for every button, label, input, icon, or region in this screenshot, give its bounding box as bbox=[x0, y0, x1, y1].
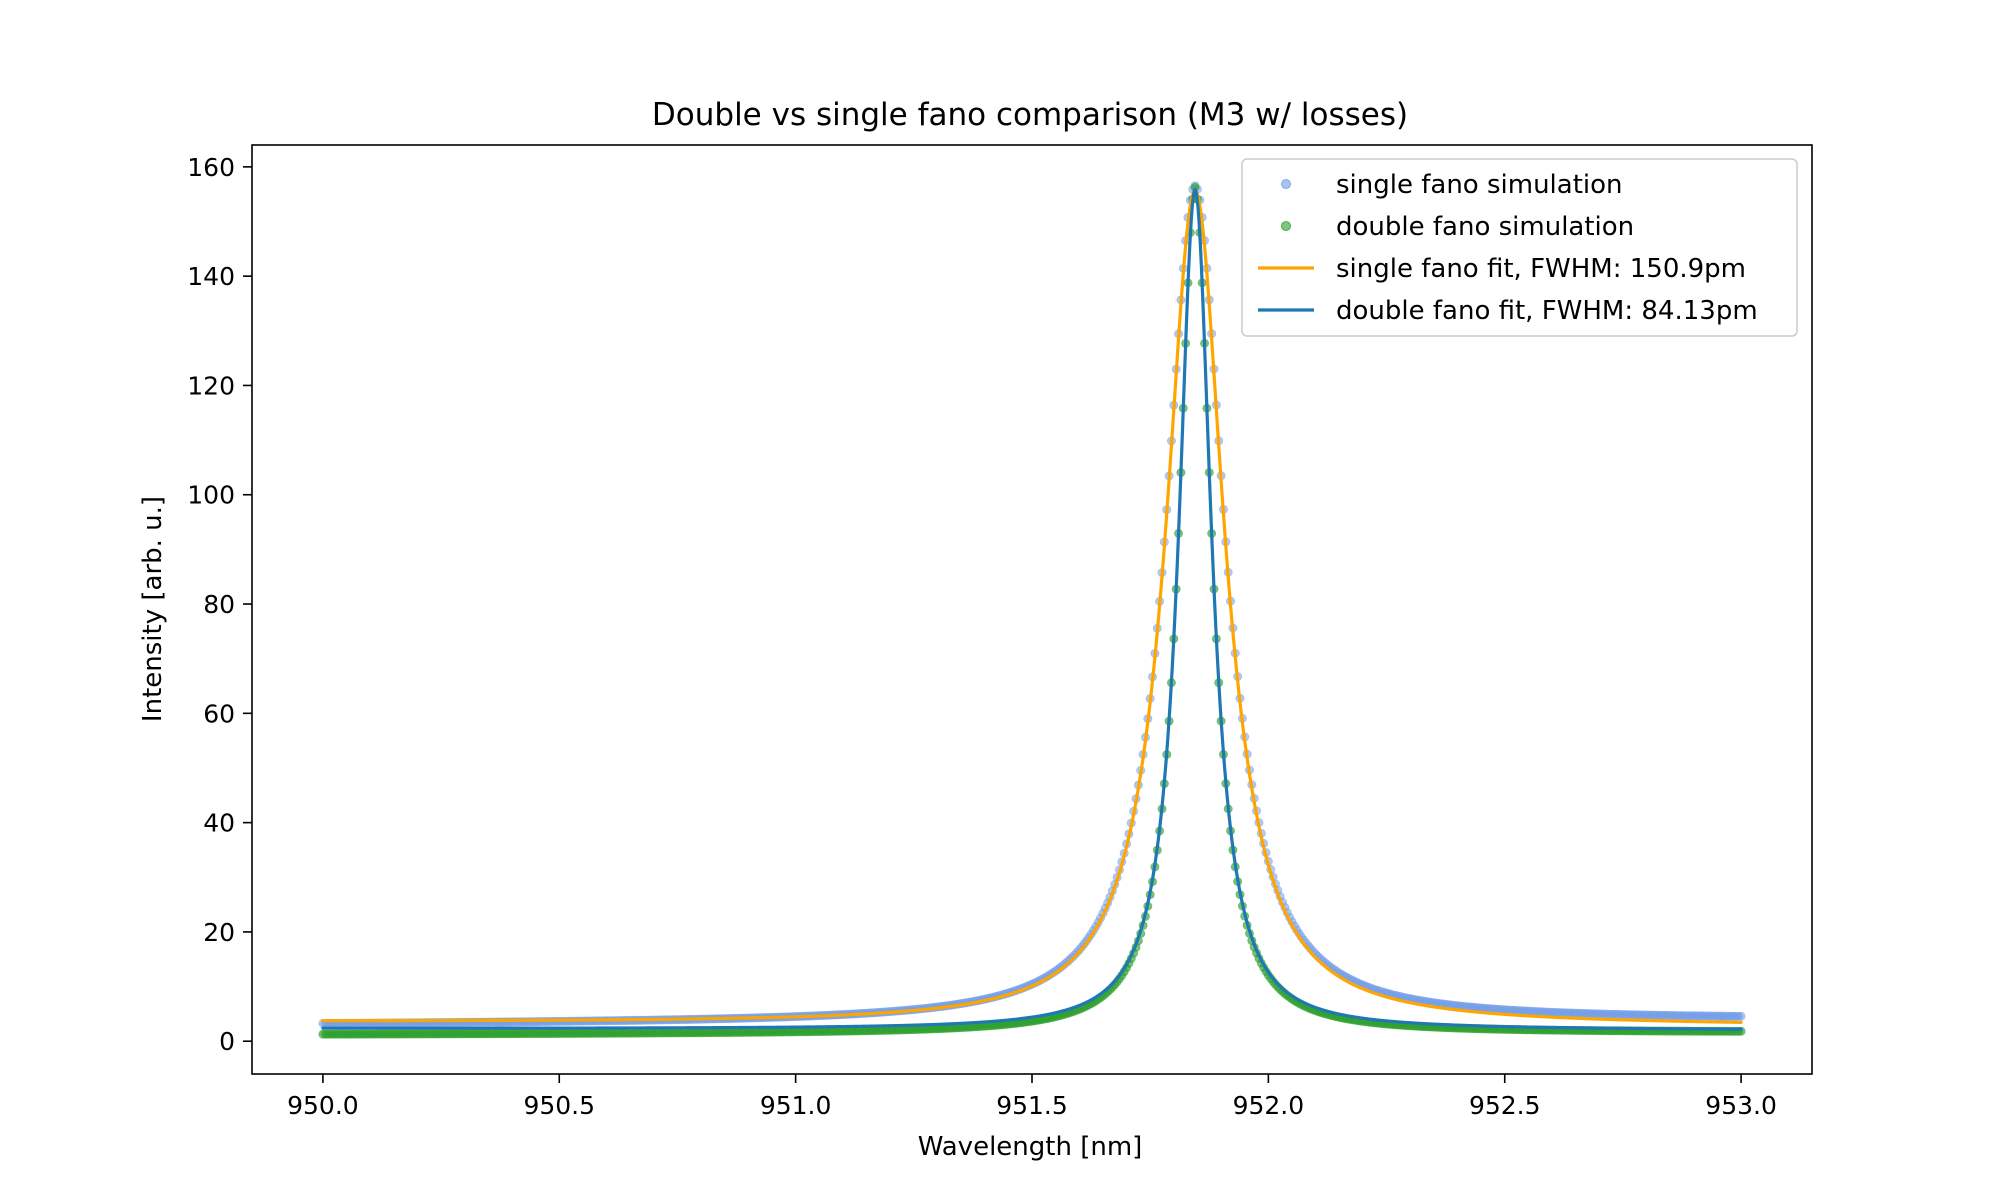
legend-label-3: double fano fit, FWHM: 84.13pm bbox=[1336, 296, 1758, 326]
y-tick-label: 140 bbox=[187, 262, 235, 291]
y-tick-label: 20 bbox=[203, 918, 235, 947]
y-axis-label: Intensity [arb. u.] bbox=[138, 496, 168, 722]
x-tick-label: 952.0 bbox=[1233, 1091, 1305, 1120]
plot-area bbox=[318, 181, 1746, 1039]
x-tick-label: 953.0 bbox=[1705, 1091, 1777, 1120]
x-tick-label: 950.0 bbox=[287, 1091, 359, 1120]
legend-box bbox=[1241, 158, 1798, 337]
legend-label-2: single fano fit, FWHM: 150.9pm bbox=[1336, 254, 1746, 284]
x-tick-label: 952.5 bbox=[1469, 1091, 1541, 1120]
series-2-line bbox=[321, 189, 1743, 1024]
x-tick-label: 950.5 bbox=[523, 1091, 595, 1120]
x-axis-label: Wavelength [nm] bbox=[918, 1132, 1143, 1162]
y-tick-label: 120 bbox=[187, 371, 235, 400]
legend-label-0: single fano simulation bbox=[1336, 170, 1623, 200]
data-point bbox=[1736, 1011, 1746, 1021]
y-tick-label: 0 bbox=[219, 1027, 235, 1056]
legend-marker-0 bbox=[1281, 179, 1291, 189]
chart-title: Double vs single fano comparison (M3 w/ … bbox=[652, 97, 1408, 133]
x-tick-label: 951.0 bbox=[760, 1091, 832, 1120]
y-tick-label: 100 bbox=[187, 481, 235, 510]
legend-marker-1 bbox=[1281, 221, 1291, 231]
y-tick-label: 80 bbox=[203, 590, 235, 619]
y-tick-label: 40 bbox=[203, 809, 235, 838]
x-tick-label: 951.5 bbox=[996, 1091, 1068, 1120]
y-axis: 0 20 40 60 80 100 120 140 160 bbox=[187, 153, 252, 1056]
series-3-line bbox=[321, 188, 1743, 1031]
y-tick-label: 160 bbox=[187, 153, 235, 182]
y-tick-label: 60 bbox=[203, 699, 235, 728]
legend-label-1: double fano simulation bbox=[1336, 212, 1634, 242]
legend: single fano simulation double fano simula… bbox=[1241, 158, 1798, 337]
x-axis: 950.0 950.5 951.0 951.5 952.0 952.5 953.0 bbox=[287, 1074, 1777, 1120]
